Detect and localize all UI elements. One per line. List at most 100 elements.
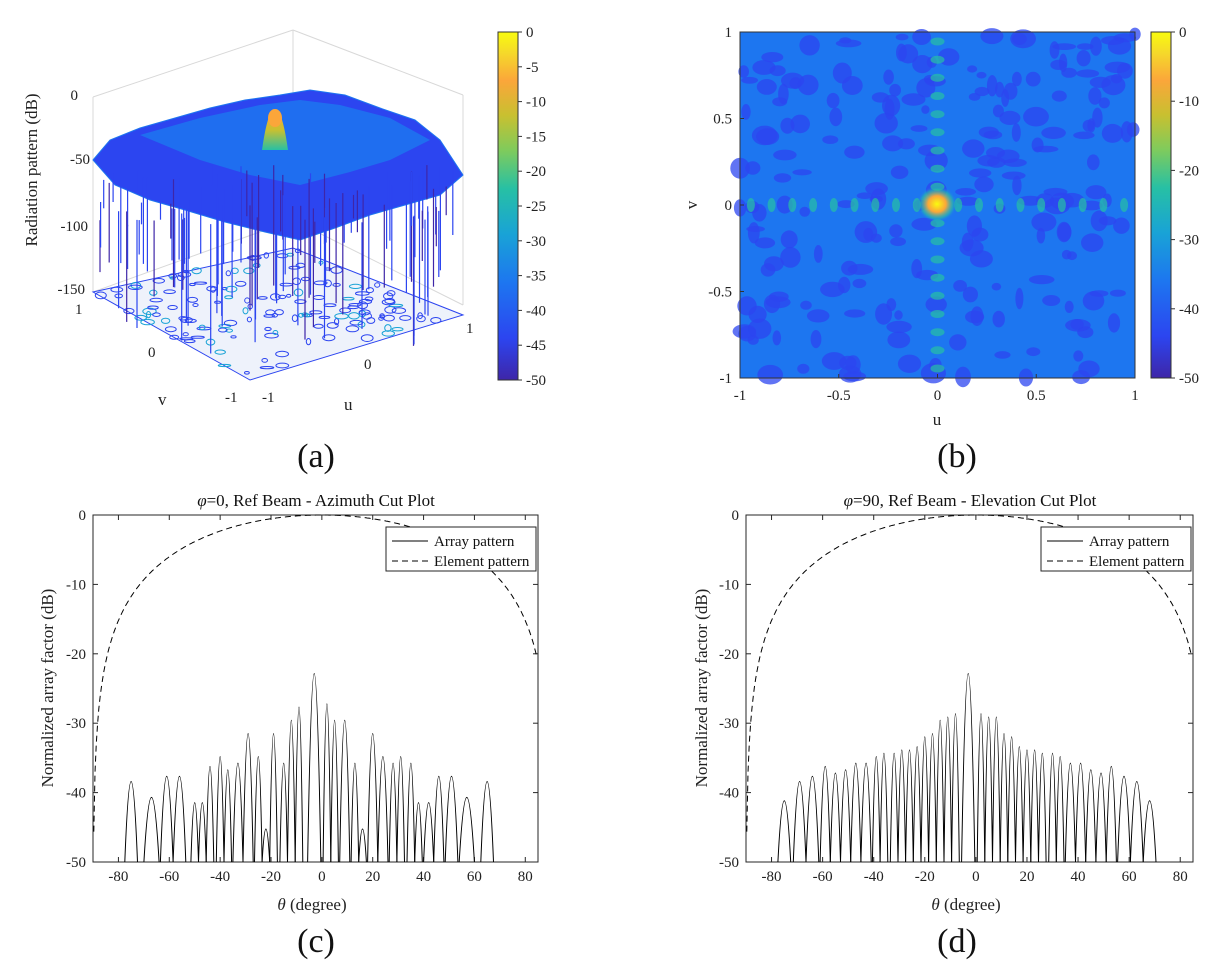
sidelobe-blob — [897, 354, 922, 373]
sidelobe-v-axis — [930, 255, 945, 264]
x-tick-label: 0 — [972, 869, 980, 885]
sidelobe-blob — [799, 35, 820, 56]
side-lobe — [143, 796, 160, 863]
sidelobe-blob — [971, 227, 989, 242]
colorbar-tick-label: -50 — [526, 373, 546, 389]
plot-d-title-text: =90, Ref Beam - Elevation Cut Plot — [853, 491, 1097, 510]
x-tick-label: 40 — [1071, 869, 1086, 885]
y-tick-label: -50 — [66, 855, 86, 871]
sidelobe-blob — [1023, 106, 1049, 127]
sidelobe-blob — [780, 230, 798, 249]
colorbar-tick-label: -50 — [1179, 371, 1199, 387]
floor-contour — [272, 330, 279, 335]
sidelobe-blob — [1061, 249, 1072, 260]
y-tick-label: -20 — [719, 647, 739, 663]
floor-contour — [230, 267, 239, 274]
side-lobe — [951, 713, 960, 863]
sidelobe-blob — [1012, 175, 1022, 196]
sidelobe-u-axis — [871, 198, 880, 212]
floor-contour — [176, 274, 185, 281]
sidelobe-blob — [978, 126, 999, 138]
sidelobe-blob — [1031, 137, 1044, 153]
sidelobe-u-axis — [829, 198, 838, 212]
floor-contour — [322, 334, 336, 342]
sidelobe-blob — [1041, 126, 1066, 139]
sidelobe-v-axis — [930, 164, 945, 173]
side-lobe — [1142, 800, 1157, 863]
sidelobe-blob — [886, 320, 912, 333]
sidelobe-blob — [776, 195, 793, 214]
floor-contour — [286, 252, 294, 257]
sidelobe-blob — [1090, 36, 1102, 56]
sidelobe-blob — [925, 296, 947, 313]
x-tick-label: -0.5 — [827, 388, 851, 404]
panel-a: Radiation pattern (dB) 0 -50 -100 -150 1… — [22, 25, 546, 475]
sidelobe-blob — [916, 78, 936, 98]
sidelobe-blob — [810, 330, 822, 349]
side-lobe — [1105, 766, 1117, 863]
x-tick-label: -80 — [108, 869, 128, 885]
sidelobe-blob — [974, 176, 994, 193]
colorbar-tick-label: -10 — [1179, 94, 1199, 110]
sidelobe-v-axis — [930, 328, 945, 337]
sidelobe-blob — [1073, 131, 1095, 140]
floor-contour — [149, 297, 163, 303]
sidelobe-v-axis — [930, 37, 945, 46]
sidelobe-blob — [992, 104, 1004, 118]
sidelobe-v-axis — [930, 237, 945, 246]
floor-contour — [374, 282, 381, 288]
sidelobe-blob — [1011, 123, 1021, 142]
side-lobe — [414, 802, 423, 863]
sidelobe-v-axis — [930, 291, 945, 300]
side-lobe — [480, 781, 494, 863]
floor-contour — [360, 334, 374, 343]
floor-contour — [264, 332, 279, 339]
sidelobe-blob — [741, 104, 751, 120]
sidelobe-u-axis — [1099, 198, 1108, 212]
sidelobe-blob — [1085, 185, 1107, 200]
plot-d-xlabel-symbol: θ — [931, 895, 939, 914]
sidelobe-v-axis — [930, 273, 945, 282]
sidelobe-blob — [969, 250, 993, 268]
sidelobe-blob — [772, 97, 788, 107]
side-lobe — [215, 756, 225, 863]
plot-c-title-symbol: φ — [197, 491, 206, 510]
floor-contour — [345, 325, 360, 333]
floor-contour — [225, 285, 238, 293]
floor-contour — [364, 296, 374, 302]
plot-c-xlabel-text: (degree) — [286, 895, 347, 914]
sidelobe-blob — [756, 79, 777, 95]
sidelobe-blob — [1088, 87, 1102, 105]
sidelobe-blob — [1076, 50, 1091, 67]
sidelobe-blob — [799, 206, 810, 217]
side-lobe — [1129, 781, 1144, 863]
side-lobe — [254, 756, 263, 863]
colorbar-tick-label: 0 — [526, 25, 534, 41]
x-tick-label: -20 — [915, 869, 935, 885]
side-lobe — [1064, 762, 1076, 863]
sidelobe-blob — [1107, 313, 1121, 333]
sidelobe-blob — [780, 247, 801, 268]
legend-box — [1040, 526, 1192, 572]
plot-d-xlabel-text: (degree) — [940, 895, 1001, 914]
sidelobe-blob — [1064, 300, 1074, 313]
sidelobe-blob — [806, 309, 830, 323]
side-lobe — [1022, 749, 1032, 863]
side-lobe — [984, 716, 993, 863]
floor-contour — [264, 326, 272, 332]
sidelobe-blob — [1051, 90, 1067, 102]
sidelobe-v-axis — [930, 73, 945, 82]
sidelobe-blob — [1015, 287, 1024, 310]
side-lobe — [1015, 746, 1024, 863]
sidelobe-blob — [1117, 62, 1133, 79]
floor-contour — [198, 324, 206, 331]
sidelobe-u-axis — [1078, 198, 1087, 212]
floor-contour — [399, 315, 412, 321]
sidelobe-blob — [912, 29, 931, 45]
plot-frame — [745, 514, 1194, 863]
heatmap-peak — [917, 186, 957, 222]
sidelobe-blob — [845, 355, 861, 375]
surface-xlabel: u — [344, 395, 353, 414]
side-lobe — [242, 733, 254, 863]
side-lobe — [159, 775, 174, 863]
